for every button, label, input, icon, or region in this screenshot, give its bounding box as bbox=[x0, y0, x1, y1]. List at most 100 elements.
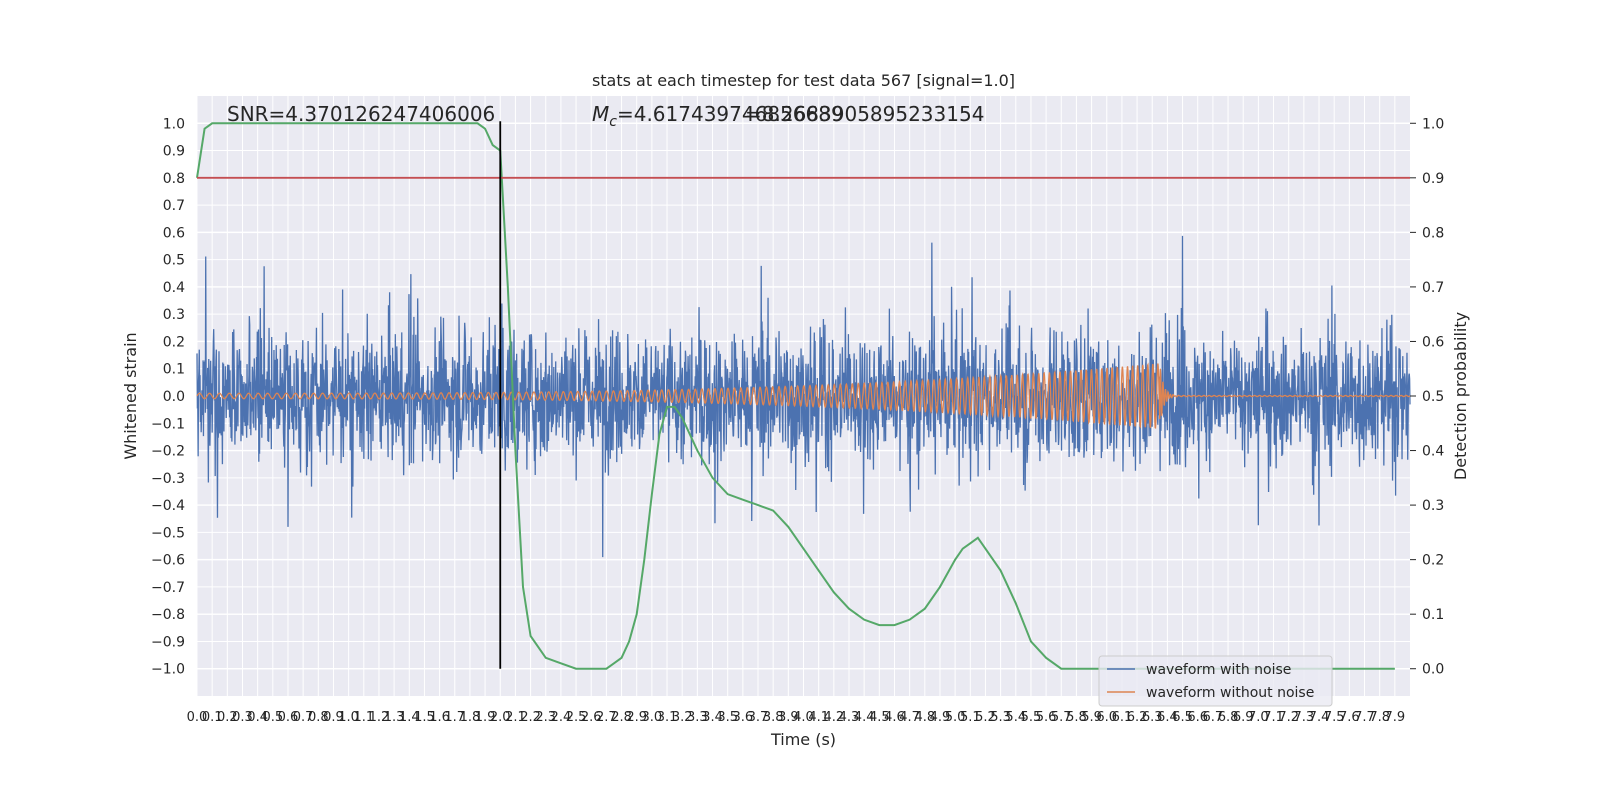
series-noisy-waveform bbox=[196, 235, 1411, 558]
x-tick-label: 0.5 bbox=[262, 710, 283, 725]
y-tick-label: 0.9 bbox=[163, 144, 185, 160]
right-y-tick-label: 0.1 bbox=[1422, 607, 1444, 623]
x-tick-label: 2.7 bbox=[596, 710, 617, 725]
x-tick-label: 1.2 bbox=[369, 710, 390, 725]
x-tick-label: 7.8 bbox=[1369, 710, 1390, 725]
x-tick-label: 1.4 bbox=[399, 710, 420, 725]
x-axis-label: Time (s) bbox=[770, 730, 836, 749]
y-axis-label: Whitened strain bbox=[121, 332, 140, 459]
x-tick-label: 0.2 bbox=[217, 710, 238, 725]
x-tick-label: 5.2 bbox=[975, 710, 996, 725]
x-tick-label: 3.7 bbox=[748, 710, 769, 725]
y-tick-label: −0.1 bbox=[151, 416, 185, 432]
x-tick-label: 1.7 bbox=[444, 710, 465, 725]
x-tick-label: 4.7 bbox=[899, 710, 920, 725]
x-tick-label: 6.1 bbox=[1112, 710, 1133, 725]
x-tick-label: 3.8 bbox=[763, 710, 784, 725]
chirp-mass-value: =4.617439746856689 bbox=[617, 102, 844, 126]
x-tick-label: 4.3 bbox=[839, 710, 860, 725]
x-tick-label: 2.2 bbox=[520, 710, 541, 725]
x-tick-label: 3.0 bbox=[642, 710, 663, 725]
y-tick-label: −0.9 bbox=[151, 634, 185, 650]
x-tick-label: 4.1 bbox=[808, 710, 829, 725]
right-y-tick-label: 0.3 bbox=[1422, 498, 1444, 514]
y-tick-label: 0.7 bbox=[163, 198, 185, 214]
x-tick-label: 1.1 bbox=[353, 710, 374, 725]
x-tick-label: 4.4 bbox=[854, 710, 875, 725]
x-tick-label: 2.3 bbox=[535, 710, 556, 725]
x-tick-label: 1.8 bbox=[460, 710, 481, 725]
right-y-tick-label: 0.5 bbox=[1422, 389, 1444, 405]
x-tick-label: 6.5 bbox=[1172, 710, 1193, 725]
x-tick-label: 2.4 bbox=[551, 710, 572, 725]
legend-label-clean: waveform without noise bbox=[1146, 685, 1314, 701]
x-tick-label: 4.0 bbox=[793, 710, 814, 725]
x-tick-label: 0.9 bbox=[323, 710, 344, 725]
x-tick-label: 0.0 bbox=[187, 710, 208, 725]
x-tick-label: 0.7 bbox=[293, 710, 314, 725]
x-tick-label: 3.3 bbox=[687, 710, 708, 725]
x-tick-label: 2.8 bbox=[611, 710, 632, 725]
x-tick-label: 6.2 bbox=[1127, 710, 1148, 725]
x-tick-label: 7.3 bbox=[1294, 710, 1315, 725]
x-tick-label: 6.4 bbox=[1157, 710, 1178, 725]
legend-label-noise: waveform with noise bbox=[1146, 662, 1291, 678]
x-tick-label: 3.9 bbox=[778, 710, 799, 725]
legend: waveform with noise waveform without noi… bbox=[1098, 655, 1333, 707]
x-tick-label: 1.6 bbox=[429, 710, 450, 725]
x-tick-label: 0.1 bbox=[202, 710, 223, 725]
x-tick-label: 2.0 bbox=[490, 710, 511, 725]
x-tick-label: 0.6 bbox=[278, 710, 299, 725]
y-tick-label: 0.8 bbox=[163, 171, 185, 187]
x-tick-label: 3.6 bbox=[733, 710, 754, 725]
right-y-tick-label: 0.4 bbox=[1422, 444, 1444, 460]
x-tick-label: 5.7 bbox=[1051, 710, 1072, 725]
right-y-tick-label: 1.0 bbox=[1422, 116, 1444, 132]
x-tick-label: 5.0 bbox=[945, 710, 966, 725]
chart-title: stats at each timestep for test data 567… bbox=[592, 71, 1015, 90]
x-tick-label: 6.7 bbox=[1203, 710, 1224, 725]
y-tick-label: 1.0 bbox=[163, 116, 185, 132]
x-tick-label: 3.5 bbox=[717, 710, 738, 725]
right-y-tick-label: 0.8 bbox=[1422, 225, 1444, 241]
y-tick-label: −0.7 bbox=[151, 580, 185, 596]
x-tick-label: 6.0 bbox=[1096, 710, 1117, 725]
x-tick-label: 6.9 bbox=[1233, 710, 1254, 725]
right-y-tick-label: 0.0 bbox=[1422, 662, 1444, 678]
y-tick-label: 0.1 bbox=[163, 362, 185, 378]
y-tick-label: −0.4 bbox=[151, 498, 185, 514]
x-tick-label: 7.4 bbox=[1309, 710, 1330, 725]
y-tick-label: −0.3 bbox=[151, 471, 185, 487]
chirp-mass-subscript: c bbox=[609, 114, 617, 130]
x-tick-label: 1.9 bbox=[475, 710, 496, 725]
x-tick-label: 2.5 bbox=[566, 710, 587, 725]
x-tick-label: 4.8 bbox=[914, 710, 935, 725]
y-tick-label: 0.5 bbox=[163, 253, 185, 269]
overlap-annotation: =8.2683905895233154 bbox=[745, 102, 984, 126]
legend-box bbox=[1098, 655, 1333, 707]
x-tick-label: 7.5 bbox=[1324, 710, 1345, 725]
x-tick-label: 2.6 bbox=[581, 710, 602, 725]
x-tick-label: 7.1 bbox=[1263, 710, 1284, 725]
y-tick-label: −0.8 bbox=[151, 607, 185, 623]
x-tick-label: 4.2 bbox=[823, 710, 844, 725]
y-tick-label: −1.0 bbox=[151, 662, 185, 678]
x-tick-label: 0.4 bbox=[247, 710, 268, 725]
y-tick-label: 0.4 bbox=[163, 280, 185, 296]
x-tick-label: 6.3 bbox=[1142, 710, 1163, 725]
x-tick-label: 5.1 bbox=[960, 710, 981, 725]
x-tick-label: 5.9 bbox=[1081, 710, 1102, 725]
x-tick-label: 0.8 bbox=[308, 710, 329, 725]
y-tick-label: −0.5 bbox=[151, 525, 185, 541]
right-y-tick-label: 0.9 bbox=[1422, 171, 1444, 187]
x-tick-label: 5.3 bbox=[990, 710, 1011, 725]
y-tick-label: −0.6 bbox=[151, 553, 185, 569]
y-tick-label: 0.2 bbox=[163, 334, 185, 350]
x-tick-label: 1.5 bbox=[414, 710, 435, 725]
x-tick-label: 6.6 bbox=[1187, 710, 1208, 725]
x-tick-label: 7.0 bbox=[1248, 710, 1269, 725]
x-tick-label: 5.5 bbox=[1021, 710, 1042, 725]
x-tick-label: 3.1 bbox=[657, 710, 678, 725]
snr-annotation: SNR=4.370126247406006 bbox=[227, 102, 495, 126]
x-tick-label: 7.7 bbox=[1354, 710, 1375, 725]
